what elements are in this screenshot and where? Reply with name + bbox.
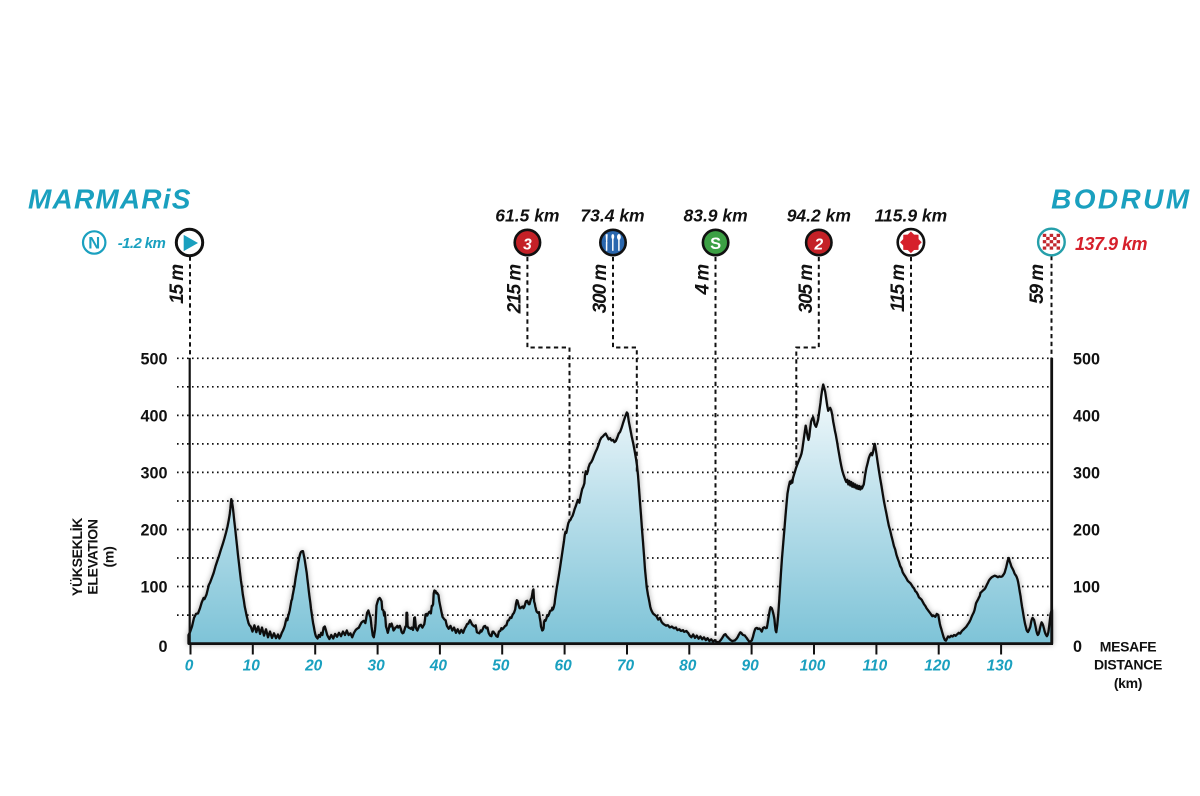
svg-text:83.9 km: 83.9 km [683,206,747,226]
svg-text:400: 400 [1073,407,1100,425]
svg-text:S: S [710,235,721,253]
svg-text:60: 60 [554,658,572,675]
svg-text:73.4 km: 73.4 km [580,206,644,226]
svg-text:94.2 km: 94.2 km [787,206,851,226]
svg-text:20: 20 [304,658,323,675]
svg-text:100: 100 [800,658,826,675]
svg-text:BODRUM: BODRUM [1051,184,1191,215]
svg-text:MARMARiS: MARMARiS [28,184,192,215]
svg-text:500: 500 [1073,350,1100,368]
svg-text:0: 0 [1073,638,1082,656]
svg-text:100: 100 [140,579,167,597]
svg-text:305 m: 305 m [796,264,817,314]
svg-text:400: 400 [140,407,167,425]
svg-text:500: 500 [140,350,167,368]
svg-text:90: 90 [741,658,759,675]
svg-text:50: 50 [492,658,510,675]
svg-text:3: 3 [523,237,532,254]
svg-text:110: 110 [863,658,888,675]
svg-text:(km): (km) [1114,675,1142,691]
svg-text:115.9 km: 115.9 km [875,206,948,226]
svg-text:10: 10 [243,658,261,675]
svg-text:100: 100 [1073,579,1100,597]
svg-text:300 m: 300 m [590,264,611,314]
svg-text:ELEVATION: ELEVATION [85,519,101,595]
svg-text:-1.2 km: -1.2 km [118,235,166,252]
svg-text:0: 0 [158,638,167,656]
svg-text:115 m: 115 m [888,264,909,312]
svg-text:59 m: 59 m [1027,264,1048,304]
svg-text:N: N [88,234,100,252]
svg-text:(m): (m) [101,547,117,568]
svg-text:300: 300 [1073,464,1100,482]
svg-text:15 m: 15 m [167,264,188,304]
svg-text:70: 70 [617,658,635,675]
svg-text:215 m: 215 m [505,264,526,315]
svg-text:80: 80 [679,658,697,675]
svg-text:120: 120 [924,658,950,675]
svg-text:61.5 km: 61.5 km [495,206,559,226]
svg-text:YÜKSEKLİK: YÜKSEKLİK [69,518,85,596]
svg-text:300: 300 [140,464,167,482]
svg-text:137.9 km: 137.9 km [1075,234,1148,254]
svg-text:2: 2 [813,237,823,254]
svg-text:MESAFE: MESAFE [1100,639,1157,655]
svg-text:40: 40 [429,658,448,675]
svg-text:200: 200 [1073,522,1100,540]
svg-text:0: 0 [185,658,194,675]
svg-text:130: 130 [987,658,1013,675]
svg-text:30: 30 [367,658,385,675]
svg-text:DISTANCE: DISTANCE [1094,657,1162,673]
svg-text:200: 200 [140,522,167,540]
svg-text:4 m: 4 m [693,264,714,296]
